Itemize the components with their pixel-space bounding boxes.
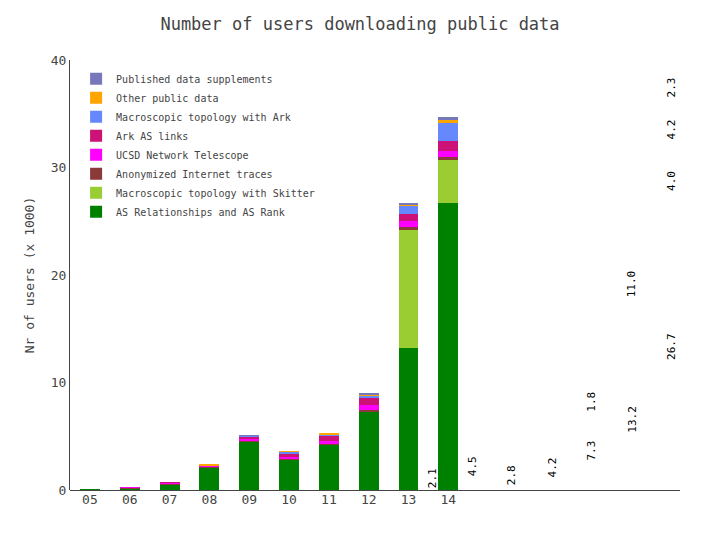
svg-text:Published data supplements: Published data supplements xyxy=(116,74,273,85)
svg-text:09: 09 xyxy=(241,492,257,507)
svg-text:06: 06 xyxy=(122,492,138,507)
svg-text:07: 07 xyxy=(162,492,178,507)
svg-text:08: 08 xyxy=(202,492,218,507)
svg-text:4.5: 4.5 xyxy=(466,456,479,476)
svg-text:10: 10 xyxy=(51,375,67,390)
svg-text:Number of users downloading pu: Number of users downloading public data xyxy=(160,14,559,34)
svg-text:Other public data: Other public data xyxy=(116,93,218,104)
svg-text:AS Relationships and AS Rank: AS Relationships and AS Rank xyxy=(116,207,285,218)
svg-text:40: 40 xyxy=(51,53,67,68)
svg-text:30: 30 xyxy=(51,160,67,175)
svg-text:2.1: 2.1 xyxy=(426,468,439,488)
svg-text:7.3: 7.3 xyxy=(585,441,598,461)
svg-text:12: 12 xyxy=(361,492,377,507)
svg-text:2.3: 2.3 xyxy=(665,78,678,98)
svg-text:20: 20 xyxy=(51,268,67,283)
svg-text:05: 05 xyxy=(82,492,98,507)
svg-text:Nr of users (x 1000): Nr of users (x 1000) xyxy=(22,197,37,354)
svg-text:Macroscopic topology with Skit: Macroscopic topology with Skitter xyxy=(116,188,315,199)
svg-text:13.2: 13.2 xyxy=(626,406,639,433)
svg-text:14: 14 xyxy=(441,492,457,507)
svg-text:0: 0 xyxy=(59,483,67,498)
svg-text:Anonymized Internet traces: Anonymized Internet traces xyxy=(116,169,273,180)
svg-text:4.2: 4.2 xyxy=(665,120,678,140)
svg-text:11: 11 xyxy=(321,492,337,507)
svg-text:10: 10 xyxy=(281,492,297,507)
svg-text:Ark AS links: Ark AS links xyxy=(116,131,188,142)
svg-text:4.2: 4.2 xyxy=(546,458,559,478)
svg-text:4.0: 4.0 xyxy=(665,171,678,191)
svg-text:11.0: 11.0 xyxy=(625,271,638,298)
svg-text:UCSD Network Telescope: UCSD Network Telescope xyxy=(116,150,248,161)
svg-text:26.7: 26.7 xyxy=(665,333,678,360)
svg-text:1.8: 1.8 xyxy=(585,392,598,412)
svg-text:2.8: 2.8 xyxy=(505,465,518,485)
svg-text:Macroscopic topology with Ark: Macroscopic topology with Ark xyxy=(116,112,291,123)
svg-text:13: 13 xyxy=(401,492,417,507)
